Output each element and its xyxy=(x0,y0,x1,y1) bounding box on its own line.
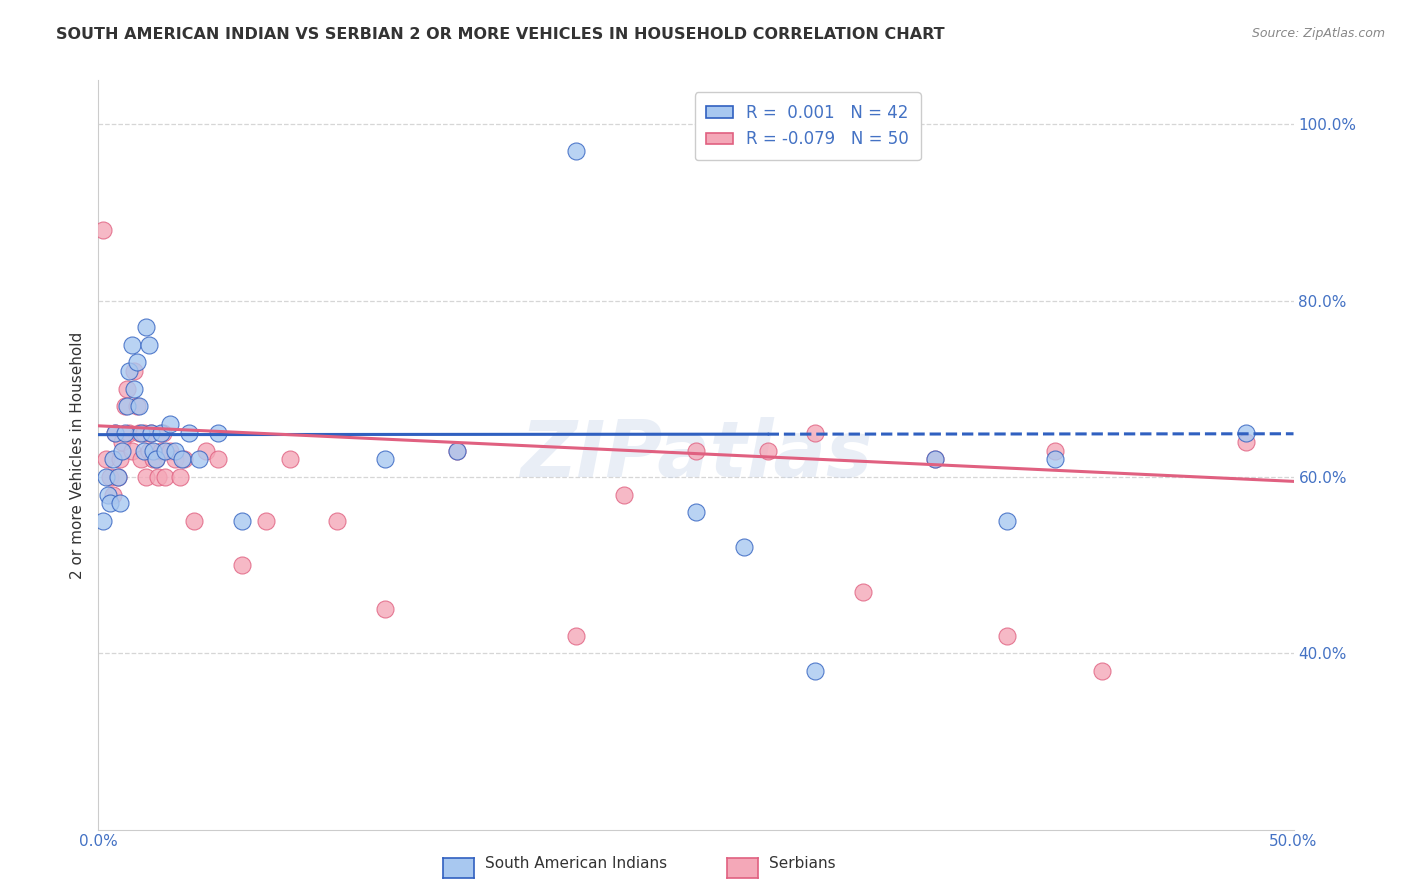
Point xyxy=(187,452,209,467)
Point xyxy=(1043,452,1066,467)
Point xyxy=(131,425,153,440)
Point xyxy=(169,470,191,484)
Point xyxy=(254,514,277,528)
Point xyxy=(128,400,150,414)
Point xyxy=(128,425,150,440)
Point xyxy=(114,400,136,414)
Point xyxy=(115,400,138,414)
Point xyxy=(613,487,636,501)
Point xyxy=(111,434,134,449)
Point xyxy=(138,443,160,458)
Point xyxy=(1043,443,1066,458)
Point xyxy=(995,629,1018,643)
Point xyxy=(685,505,707,519)
Point xyxy=(91,223,114,237)
Point xyxy=(108,496,131,510)
Point xyxy=(756,443,779,458)
Point xyxy=(121,337,143,351)
Point xyxy=(118,364,141,378)
Point xyxy=(152,425,174,440)
Point xyxy=(91,514,114,528)
Text: ZIPatlas: ZIPatlas xyxy=(520,417,872,493)
Point xyxy=(231,558,253,573)
Point xyxy=(101,452,124,467)
Point xyxy=(155,470,177,484)
Text: South American Indians: South American Indians xyxy=(485,856,668,871)
Point xyxy=(111,443,134,458)
Point xyxy=(195,443,218,458)
Point xyxy=(149,425,172,440)
Point xyxy=(132,443,155,458)
Point xyxy=(124,364,146,378)
Point xyxy=(107,470,129,484)
Point xyxy=(207,425,229,440)
Point xyxy=(159,443,181,458)
Point xyxy=(685,443,707,458)
Point xyxy=(94,452,117,467)
Point xyxy=(733,541,755,555)
Point xyxy=(145,452,167,467)
Point xyxy=(98,496,122,510)
Point xyxy=(135,470,157,484)
Point xyxy=(135,320,157,334)
Legend: R =  0.001   N = 42, R = -0.079   N = 50: R = 0.001 N = 42, R = -0.079 N = 50 xyxy=(695,93,921,160)
Point xyxy=(163,443,186,458)
Point xyxy=(565,629,588,643)
Point xyxy=(1234,434,1257,449)
Point xyxy=(118,425,141,440)
Point xyxy=(145,452,167,467)
Point xyxy=(142,452,165,467)
Point xyxy=(804,425,827,440)
Point xyxy=(115,382,138,396)
Point xyxy=(565,144,588,158)
Point xyxy=(172,452,194,467)
Point xyxy=(149,443,172,458)
Point xyxy=(924,452,946,467)
Point xyxy=(101,487,124,501)
Point xyxy=(98,470,122,484)
Point xyxy=(125,355,148,369)
Point xyxy=(138,337,160,351)
Point xyxy=(107,470,129,484)
Point xyxy=(155,443,177,458)
Point xyxy=(446,443,468,458)
Point xyxy=(231,514,253,528)
Point xyxy=(139,425,162,440)
Text: Serbians: Serbians xyxy=(769,856,835,871)
Point xyxy=(804,664,827,678)
Point xyxy=(94,470,117,484)
Point xyxy=(278,452,301,467)
Point xyxy=(374,452,396,467)
Point xyxy=(131,452,153,467)
Point xyxy=(114,425,136,440)
Point xyxy=(924,452,946,467)
Point xyxy=(159,417,181,431)
Point xyxy=(132,425,155,440)
Point xyxy=(139,425,162,440)
Point xyxy=(121,443,143,458)
Point xyxy=(207,452,229,467)
Point xyxy=(173,452,195,467)
Point xyxy=(108,452,131,467)
Point xyxy=(163,452,186,467)
Point xyxy=(124,382,146,396)
Point xyxy=(104,425,127,440)
Point xyxy=(446,443,468,458)
Text: Source: ZipAtlas.com: Source: ZipAtlas.com xyxy=(1251,27,1385,40)
Point xyxy=(1234,425,1257,440)
Point xyxy=(1091,664,1114,678)
Point xyxy=(97,487,120,501)
Point xyxy=(142,443,165,458)
Y-axis label: 2 or more Vehicles in Household: 2 or more Vehicles in Household xyxy=(69,331,84,579)
Point xyxy=(374,602,396,616)
Point xyxy=(852,584,875,599)
Point xyxy=(125,400,148,414)
Point xyxy=(179,425,201,440)
Point xyxy=(104,425,127,440)
Point xyxy=(995,514,1018,528)
Point xyxy=(148,470,170,484)
Point xyxy=(326,514,349,528)
Point xyxy=(183,514,205,528)
Text: SOUTH AMERICAN INDIAN VS SERBIAN 2 OR MORE VEHICLES IN HOUSEHOLD CORRELATION CHA: SOUTH AMERICAN INDIAN VS SERBIAN 2 OR MO… xyxy=(56,27,945,42)
